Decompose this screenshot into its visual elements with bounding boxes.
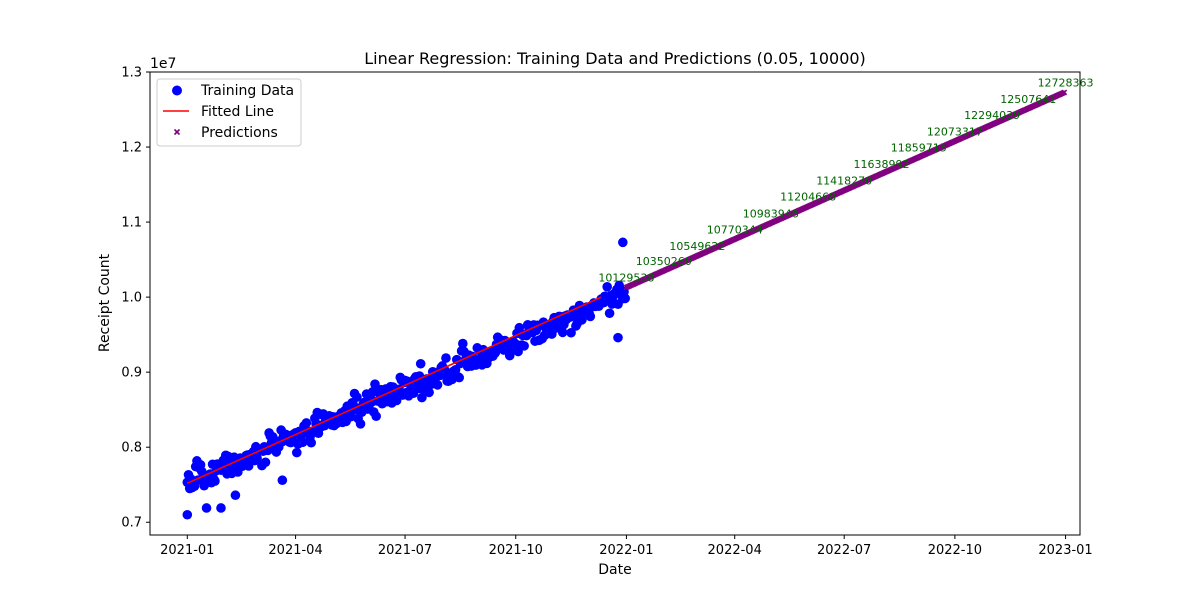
x-tick-label: 2021-07 — [378, 543, 432, 558]
prediction-annotation: 10770344 — [707, 223, 763, 236]
training-point — [620, 293, 631, 304]
training-point — [458, 338, 468, 349]
legend-marker-training — [172, 85, 182, 96]
legend-marker-predictions — [173, 128, 181, 136]
training-point — [301, 418, 312, 428]
x-tick-label: 2023-01 — [1038, 543, 1092, 558]
y-tick-label: 0.8 — [121, 441, 142, 456]
y-tick-label: 0.7 — [121, 516, 142, 531]
x-tick-label: 2022-01 — [599, 543, 653, 558]
training-point — [186, 474, 196, 484]
prediction-annotation: 12507641 — [1000, 93, 1056, 106]
x-axis-ticks: 2021-01 2021-04 2021-07 2021-10 2022-01 2022-… — [160, 535, 1093, 558]
x-axis-label: Date — [598, 562, 631, 578]
training-point — [519, 341, 529, 351]
training-point — [352, 392, 362, 402]
training-point — [613, 332, 623, 343]
plot-frame — [149, 71, 1081, 536]
prediction-annotation: 10549622 — [669, 240, 725, 253]
training-point — [355, 419, 366, 429]
training-point — [424, 387, 434, 398]
x-tick-label: 2022-04 — [708, 543, 762, 558]
fitted-line — [186, 296, 602, 484]
predictions-series — [623, 89, 1068, 291]
training-point — [585, 311, 596, 322]
training-point — [252, 453, 262, 464]
training-point — [566, 327, 576, 338]
x-tick-label: 2022-10 — [928, 543, 982, 558]
x-tick-label: 2021-01 — [160, 543, 214, 558]
x-tick-label: 2021-04 — [268, 543, 322, 558]
legend-label-predictions: Predictions — [201, 125, 278, 141]
x-tick-label: 2022-07 — [817, 543, 871, 558]
training-point — [415, 358, 426, 369]
legend-label-training: Training Data — [200, 83, 294, 99]
plot-area: 10129538 10350260 10549622 10770344 10983946… — [182, 76, 1094, 520]
prediction-annotation: 10350260 — [636, 255, 692, 268]
prediction-annotation: 12073317 — [927, 126, 983, 139]
legend-label-fitted: Fitted Line — [201, 104, 274, 120]
training-point — [604, 308, 615, 319]
prediction-annotation: 11859715 — [891, 142, 947, 155]
y-tick-label: 1.3 — [121, 66, 142, 81]
y-tick-label: 1.2 — [121, 141, 142, 156]
training-point — [182, 509, 193, 520]
training-point — [618, 237, 628, 248]
y-axis-ticks: 0.7 0.8 0.9 1.0 1.1 1.2 1.3 — [121, 66, 150, 531]
prediction-annotation: 12294039 — [964, 109, 1020, 122]
prediction-annotation: 11638992 — [853, 158, 909, 171]
y-tick-label: 1.1 — [121, 216, 142, 231]
training-point — [417, 392, 427, 403]
training-point — [297, 437, 308, 448]
prediction-annotation: 11204668 — [780, 191, 836, 204]
prediction-point — [1061, 89, 1068, 96]
legend: Training Data Fitted Line Predictions — [156, 78, 302, 147]
prediction-annotation: 11418270 — [816, 175, 872, 188]
chart-title: Linear Regression: Training Data and Pre… — [364, 49, 866, 68]
training-point — [454, 372, 464, 383]
y-tick-label: 0.9 — [121, 366, 142, 381]
training-point — [277, 475, 288, 486]
training-point — [216, 503, 226, 513]
training-point — [602, 282, 612, 292]
training-point — [201, 503, 212, 513]
training-point — [346, 411, 356, 422]
prediction-annotation: 12728363 — [1038, 76, 1094, 89]
y-axis-label: Receipt Count — [97, 253, 113, 352]
training-point — [306, 437, 317, 448]
training-point — [441, 353, 451, 363]
training-point — [260, 457, 271, 468]
prediction-annotation: 10983946 — [743, 207, 799, 220]
x-tick-label: 2021-10 — [489, 543, 543, 558]
training-point — [439, 365, 450, 375]
training-point — [432, 380, 443, 390]
training-point — [230, 490, 241, 501]
training-point — [291, 447, 302, 458]
y-offset-label: 1e7 — [150, 56, 176, 72]
training-point — [371, 411, 381, 422]
y-tick-label: 1.0 — [121, 291, 142, 306]
prediction-annotation: 10129538 — [598, 271, 654, 284]
legend-box — [156, 78, 302, 147]
training-point — [557, 327, 568, 338]
training-point — [210, 476, 220, 486]
